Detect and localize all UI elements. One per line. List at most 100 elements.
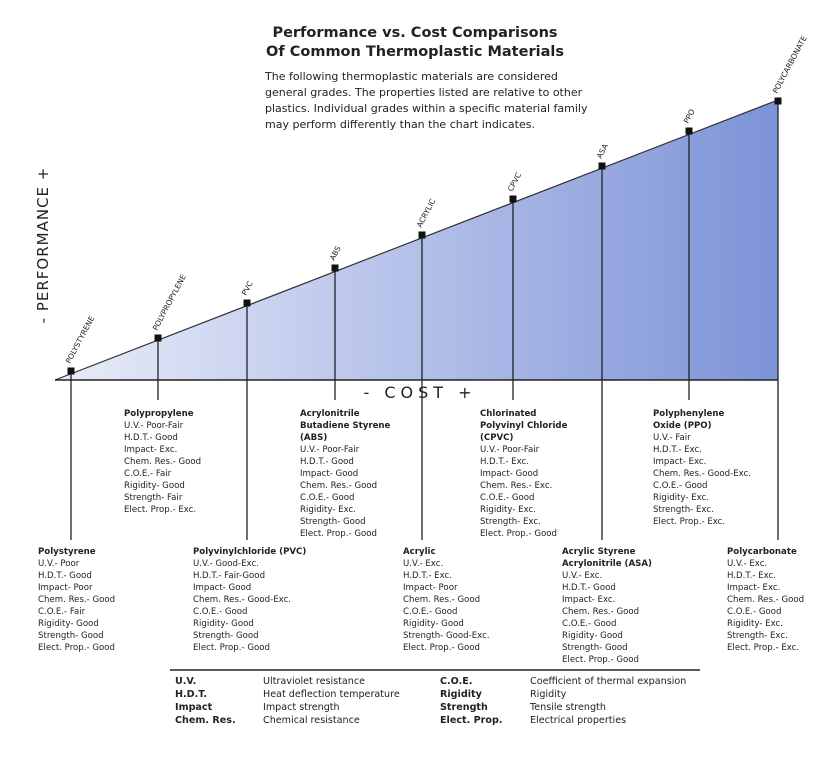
point-label: POLYCARBONATE bbox=[771, 34, 809, 95]
legend-abbr: Rigidity bbox=[440, 689, 483, 700]
point-label: CPVC bbox=[506, 171, 523, 193]
legend-abbr: C.O.E. bbox=[440, 676, 472, 687]
material-property: Impact- Good bbox=[300, 469, 358, 479]
point-label: PVC bbox=[240, 280, 255, 297]
material-property: Strength- Good bbox=[38, 631, 104, 641]
material-name: Acrylonitrile (ASA) bbox=[562, 559, 652, 569]
legend-abbr: Elect. Prop. bbox=[440, 715, 502, 726]
material-property: Rigidity- Exc. bbox=[727, 619, 783, 629]
material-name: Acrylic bbox=[403, 547, 436, 557]
point-label: ASA bbox=[595, 142, 610, 160]
material-property: Rigidity- Exc. bbox=[300, 505, 356, 515]
material-property: H.D.T.- Fair-Good bbox=[193, 571, 265, 581]
material-property: H.D.T.- Exc. bbox=[653, 445, 702, 455]
material-property: Strength- Exc. bbox=[727, 631, 788, 641]
material-point bbox=[774, 97, 782, 105]
legend-abbr: H.D.T. bbox=[175, 689, 207, 700]
material-property: Elect. Prop.- Exc. bbox=[727, 643, 799, 653]
material-property: Elect. Prop.- Exc. bbox=[124, 505, 196, 515]
material-property: Chem. Res.- Exc. bbox=[480, 481, 552, 491]
material-point bbox=[243, 299, 251, 307]
material-name: Chlorinated bbox=[480, 409, 536, 419]
material-property: C.O.E.- Good bbox=[300, 493, 355, 503]
material-property: H.D.T.- Exc. bbox=[727, 571, 776, 581]
material-property: Rigidity- Good bbox=[124, 481, 185, 491]
material-property: Impact- Good bbox=[193, 583, 251, 593]
material-property: U.V.- Exc. bbox=[403, 559, 443, 569]
material-property: Elect. Prop.- Good bbox=[38, 643, 115, 653]
material-name: Polypropylene bbox=[124, 409, 194, 419]
description: may perform differently than the chart i… bbox=[265, 118, 535, 131]
legend-abbr: Impact bbox=[175, 702, 213, 713]
material-property: Rigidity- Good bbox=[38, 619, 99, 629]
material-property: U.V.- Fair bbox=[653, 433, 691, 443]
material-name: Butadiene Styrene bbox=[300, 421, 391, 431]
material-property: Rigidity- Exc. bbox=[480, 505, 536, 515]
material-property: C.O.E.- Good bbox=[562, 619, 617, 629]
material-property: Strength- Good-Exc. bbox=[403, 631, 490, 641]
x-axis-label: - COST + bbox=[363, 383, 476, 402]
material-property: Chem. Res.- Good-Exc. bbox=[193, 595, 291, 605]
material-property: C.O.E.- Good bbox=[193, 607, 248, 617]
material-property: Impact- Exc. bbox=[124, 445, 177, 455]
material-property: C.O.E.- Good bbox=[653, 481, 708, 491]
material-property: U.V.- Poor-Fair bbox=[300, 445, 360, 455]
material-property: Strength- Good bbox=[193, 631, 259, 641]
material-property: U.V.- Poor bbox=[38, 559, 80, 569]
material-property: Strength- Good bbox=[300, 517, 366, 527]
point-label: POLYSTYRENE bbox=[64, 314, 97, 365]
material-property: Chem. Res.- Good bbox=[124, 457, 201, 467]
material-property: C.O.E.- Good bbox=[727, 607, 782, 617]
material-point bbox=[154, 334, 162, 342]
material-name: Polyvinyl Chloride bbox=[480, 421, 568, 431]
legend-meaning: Electrical properties bbox=[530, 715, 626, 726]
material-property: Chem. Res.- Good bbox=[300, 481, 377, 491]
material-property: U.V.- Exc. bbox=[562, 571, 602, 581]
material-property: C.O.E.- Good bbox=[480, 493, 535, 503]
legend-abbr: Chem. Res. bbox=[175, 715, 236, 726]
material-name: Polycarbonate bbox=[727, 547, 797, 557]
point-label: PPO bbox=[682, 107, 697, 125]
legend-meaning: Ultraviolet resistance bbox=[263, 676, 365, 687]
legend-meaning: Tensile strength bbox=[529, 702, 606, 713]
material-property: U.V.- Good-Exc. bbox=[193, 559, 259, 569]
material-name: Acrylonitrile bbox=[300, 409, 360, 419]
material-property: Impact- Exc. bbox=[727, 583, 780, 593]
material-property: Elect. Prop.- Good bbox=[300, 529, 377, 539]
material-point bbox=[598, 162, 606, 170]
legend-meaning: Impact strength bbox=[263, 702, 340, 713]
material-property: H.D.T.- Good bbox=[562, 583, 616, 593]
material-property: Elect. Prop.- Good bbox=[403, 643, 480, 653]
material-name: (CPVC) bbox=[480, 433, 513, 443]
material-property: H.D.T.- Exc. bbox=[403, 571, 452, 581]
description: plastics. Individual grades within a spe… bbox=[265, 102, 588, 115]
material-property: U.V.- Exc. bbox=[727, 559, 767, 569]
material-property: Elect. Prop.- Good bbox=[562, 655, 639, 665]
legend-meaning: Chemical resistance bbox=[263, 715, 360, 726]
material-name: Polyphenylene bbox=[653, 409, 724, 419]
material-property: U.V.- Poor-Fair bbox=[124, 421, 184, 431]
material-property: Chem. Res.- Good bbox=[38, 595, 115, 605]
material-name: Polyvinylchloride (PVC) bbox=[193, 547, 306, 557]
material-point bbox=[418, 231, 426, 239]
material-property: Rigidity- Good bbox=[562, 631, 623, 641]
legend-meaning: Heat deflection temperature bbox=[263, 689, 400, 700]
material-property: C.O.E.- Fair bbox=[124, 469, 172, 479]
material-property: Strength- Exc. bbox=[653, 505, 714, 515]
material-point bbox=[685, 127, 693, 135]
material-point bbox=[67, 367, 75, 375]
material-property: H.D.T.- Good bbox=[38, 571, 92, 581]
description: general grades. The properties listed ar… bbox=[265, 86, 583, 99]
material-property: Chem. Res.- Good bbox=[562, 607, 639, 617]
material-property: Rigidity- Exc. bbox=[653, 493, 709, 503]
point-label: POLYPROPYLENE bbox=[151, 273, 188, 332]
material-property: Impact- Poor bbox=[403, 583, 458, 593]
legend-abbr: Strength bbox=[440, 702, 488, 713]
material-point bbox=[331, 264, 339, 272]
material-property: Strength- Good bbox=[562, 643, 628, 653]
material-property: Impact- Good bbox=[480, 469, 538, 479]
material-name: (ABS) bbox=[300, 433, 327, 443]
material-property: Strength- Exc. bbox=[480, 517, 541, 527]
material-property: Impact- Exc. bbox=[653, 457, 706, 467]
material-property: Elect. Prop.- Exc. bbox=[653, 517, 725, 527]
